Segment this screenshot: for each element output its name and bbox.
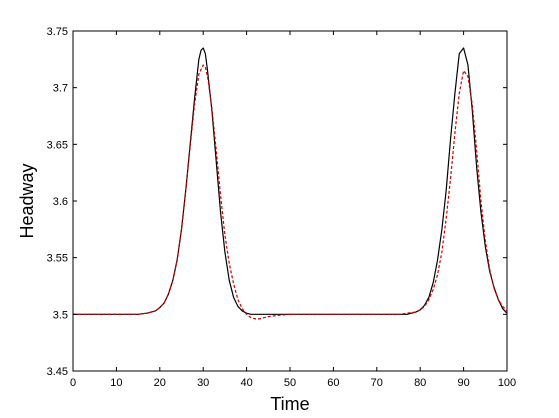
y-tick-label: 3.45 [47, 366, 68, 378]
x-tick-label: 50 [284, 377, 296, 389]
y-tick-label: 3.6 [53, 196, 68, 208]
y-tick-label: 3.5 [53, 309, 68, 321]
y-tick-label: 3.75 [47, 26, 68, 38]
x-tick-label: 30 [197, 377, 209, 389]
tick-layer: 0 10 20 30 40 50 60 70 80 90 100 3.45 3.5 3.55 3.6 3.65… [47, 26, 517, 389]
x-tick-label: 10 [110, 377, 122, 389]
x-tick-label: 80 [414, 377, 426, 389]
x-tick-label: 20 [154, 377, 166, 389]
x-axis-title: Time [270, 394, 309, 414]
y-tick-label: 3.7 [53, 83, 68, 95]
y-axis-title: Headway [17, 163, 37, 238]
x-tick-label: 40 [240, 377, 252, 389]
series-layer [73, 47, 508, 320]
x-tick-label: 60 [327, 377, 339, 389]
x-tick-label: 90 [457, 377, 469, 389]
y-tick-label: 3.65 [47, 139, 68, 151]
x-tick-label: 0 [70, 377, 76, 389]
plot-area [72, 30, 508, 372]
dashed-series-line [73, 64, 508, 320]
x-tick-label: 70 [371, 377, 383, 389]
y-tick-label: 3.55 [47, 253, 68, 265]
x-tick-label: 100 [498, 377, 516, 389]
